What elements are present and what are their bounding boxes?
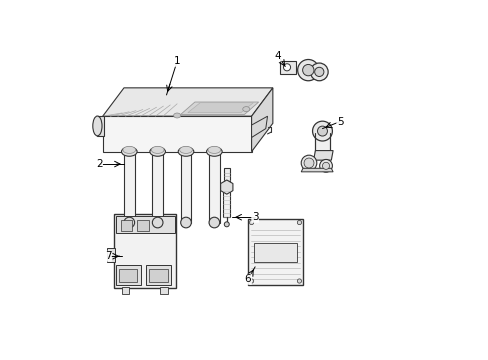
- Ellipse shape: [249, 220, 253, 225]
- Bar: [107, 248, 115, 262]
- Ellipse shape: [209, 217, 219, 228]
- Ellipse shape: [178, 147, 193, 156]
- Polygon shape: [251, 88, 272, 152]
- Ellipse shape: [149, 147, 165, 156]
- Ellipse shape: [173, 113, 181, 118]
- Bar: [146, 265, 171, 284]
- Polygon shape: [279, 61, 295, 74]
- Ellipse shape: [224, 222, 229, 227]
- Text: 3: 3: [251, 212, 258, 222]
- Bar: [209, 152, 219, 222]
- Bar: [116, 216, 174, 233]
- Polygon shape: [301, 168, 332, 172]
- Ellipse shape: [297, 279, 301, 283]
- Ellipse shape: [206, 147, 222, 156]
- Ellipse shape: [314, 67, 323, 77]
- Ellipse shape: [93, 116, 102, 136]
- Ellipse shape: [181, 217, 191, 228]
- Text: 7: 7: [104, 251, 111, 261]
- Polygon shape: [102, 116, 251, 152]
- Ellipse shape: [124, 217, 134, 228]
- Bar: [124, 152, 134, 222]
- Text: 4: 4: [274, 51, 281, 61]
- Ellipse shape: [122, 146, 135, 153]
- Ellipse shape: [283, 64, 290, 71]
- Ellipse shape: [152, 217, 163, 228]
- Ellipse shape: [310, 63, 327, 81]
- Bar: [114, 214, 176, 288]
- Ellipse shape: [297, 220, 301, 225]
- Polygon shape: [313, 150, 332, 160]
- Bar: [137, 220, 148, 231]
- Bar: [247, 219, 303, 284]
- Bar: [224, 168, 229, 184]
- Ellipse shape: [304, 158, 313, 168]
- Polygon shape: [251, 116, 267, 138]
- Text: 5: 5: [336, 117, 343, 126]
- Ellipse shape: [297, 59, 318, 81]
- Bar: [160, 287, 167, 294]
- Ellipse shape: [151, 146, 163, 153]
- Ellipse shape: [249, 279, 253, 283]
- Text: 1: 1: [174, 56, 180, 66]
- Bar: [121, 220, 132, 231]
- Bar: [181, 152, 191, 222]
- Bar: [121, 287, 128, 294]
- Ellipse shape: [322, 162, 329, 169]
- Text: 2: 2: [96, 159, 102, 169]
- Ellipse shape: [319, 159, 332, 172]
- Ellipse shape: [242, 107, 249, 112]
- Ellipse shape: [302, 64, 313, 76]
- Polygon shape: [102, 88, 272, 116]
- Polygon shape: [97, 116, 104, 136]
- Polygon shape: [181, 102, 258, 114]
- Ellipse shape: [312, 121, 332, 141]
- Bar: [152, 152, 163, 222]
- Polygon shape: [220, 180, 232, 194]
- Text: 6: 6: [244, 274, 251, 284]
- Ellipse shape: [207, 146, 220, 153]
- Ellipse shape: [301, 155, 316, 171]
- Bar: [149, 269, 167, 282]
- Bar: [223, 187, 230, 217]
- Polygon shape: [187, 103, 253, 113]
- Bar: [254, 243, 296, 262]
- Ellipse shape: [317, 126, 327, 136]
- Bar: [314, 133, 329, 158]
- Ellipse shape: [179, 146, 192, 153]
- Ellipse shape: [121, 147, 137, 156]
- Bar: [119, 269, 137, 282]
- Bar: [116, 265, 141, 284]
